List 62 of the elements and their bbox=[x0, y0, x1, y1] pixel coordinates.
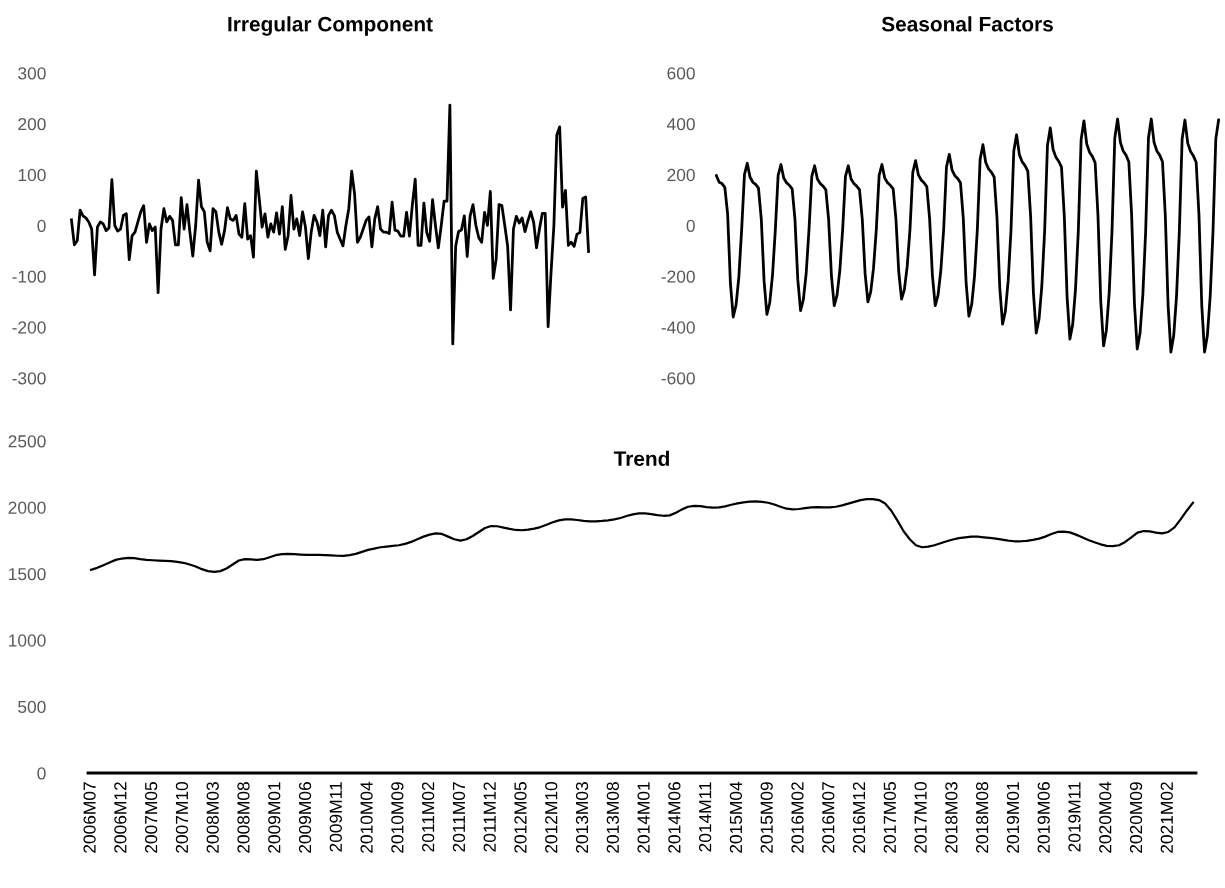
y-tick-label: 2000 bbox=[8, 501, 46, 514]
x-tick-label: 2009M01 bbox=[268, 782, 281, 853]
chart-title: Seasonal Factors bbox=[881, 16, 1053, 32]
x-tick-label: 2016M12 bbox=[852, 782, 866, 853]
x-tick-label: 2021M02 bbox=[1160, 782, 1173, 853]
y-tick-label: 600 bbox=[667, 67, 695, 80]
y-tick-label: -400 bbox=[661, 321, 695, 334]
x-tick-label: 2015M04 bbox=[729, 781, 743, 853]
x-tick-label: 2016M02 bbox=[791, 782, 804, 853]
x-tick-label: 2019M11 bbox=[1068, 782, 1081, 852]
line-series bbox=[70, 103, 590, 346]
y-tick-label: -300 bbox=[12, 372, 46, 385]
x-tick-label: 2006M07 bbox=[83, 782, 96, 853]
y-tick-label: -100 bbox=[12, 270, 46, 283]
x-tick-label: 2013M03 bbox=[575, 782, 589, 853]
y-tick-label: 100 bbox=[18, 168, 46, 182]
x-tick-label: 2008M03 bbox=[206, 782, 219, 853]
line-series bbox=[715, 117, 1220, 354]
x-tick-label: 2011M07 bbox=[452, 782, 466, 852]
x-tick-label: 2017M05 bbox=[883, 782, 896, 853]
x-tick-label: 2010M04 bbox=[360, 781, 373, 853]
x-tick-label: 2020M04 bbox=[1099, 781, 1112, 853]
x-tick-label: 2014M06 bbox=[668, 782, 681, 853]
x-tick-label: 2012M05 bbox=[514, 782, 527, 853]
x-tick-label: 2018M03 bbox=[945, 782, 958, 853]
x-tick-label: 2008M08 bbox=[237, 782, 250, 853]
x-tick-label: 2019M01 bbox=[1006, 782, 1020, 853]
y-tick-label: -200 bbox=[12, 321, 46, 334]
x-tick-label: 2020M09 bbox=[1129, 782, 1143, 853]
x-tick-label: 2019M06 bbox=[1037, 782, 1050, 853]
y-tick-label: -600 bbox=[661, 372, 695, 385]
x-tick-label: 2014M11 bbox=[699, 782, 712, 852]
y-tick-label: 0 bbox=[37, 219, 46, 232]
x-tick-label: 2011M02 bbox=[422, 782, 435, 852]
y-tick-label: 1500 bbox=[9, 567, 46, 581]
y-tick-label: 0 bbox=[37, 767, 46, 780]
x-tick-label: 2016M07 bbox=[822, 782, 835, 853]
x-tick-label: 2006M12 bbox=[114, 782, 127, 853]
y-tick-label: 200 bbox=[18, 118, 46, 131]
x-tick-label: 2007M10 bbox=[175, 782, 189, 853]
x-tick-label: 2014M01 bbox=[637, 782, 650, 853]
chart-title: Irregular Component bbox=[228, 16, 433, 36]
x-tick-label: 2007M05 bbox=[145, 782, 158, 853]
x-tick-label: 2011M12 bbox=[483, 782, 496, 852]
y-tick-label: 200 bbox=[667, 168, 695, 182]
x-tick-label: 2009M11 bbox=[329, 782, 342, 852]
x-tick-label: 2018M08 bbox=[976, 782, 989, 853]
x-tick-label: 2012M10 bbox=[545, 782, 558, 853]
chart-title: Trend bbox=[613, 450, 669, 467]
y-tick-label: 300 bbox=[18, 67, 46, 80]
x-tick-label: 2017M10 bbox=[914, 782, 927, 853]
x-tick-label: 2013M08 bbox=[606, 782, 619, 853]
x-tick-label: 2015M09 bbox=[760, 782, 773, 853]
y-tick-label: 0 bbox=[686, 219, 695, 232]
y-tick-label: 400 bbox=[666, 118, 695, 131]
y-tick-label: 1000 bbox=[9, 634, 46, 647]
x-tick-label: 2010M09 bbox=[391, 782, 404, 853]
y-tick-label: 2500 bbox=[8, 435, 46, 448]
y-tick-label: -200 bbox=[661, 270, 695, 283]
x-tick-label: 2009M06 bbox=[298, 782, 312, 853]
line-series bbox=[89, 497, 1195, 573]
y-tick-label: 500 bbox=[18, 700, 46, 714]
